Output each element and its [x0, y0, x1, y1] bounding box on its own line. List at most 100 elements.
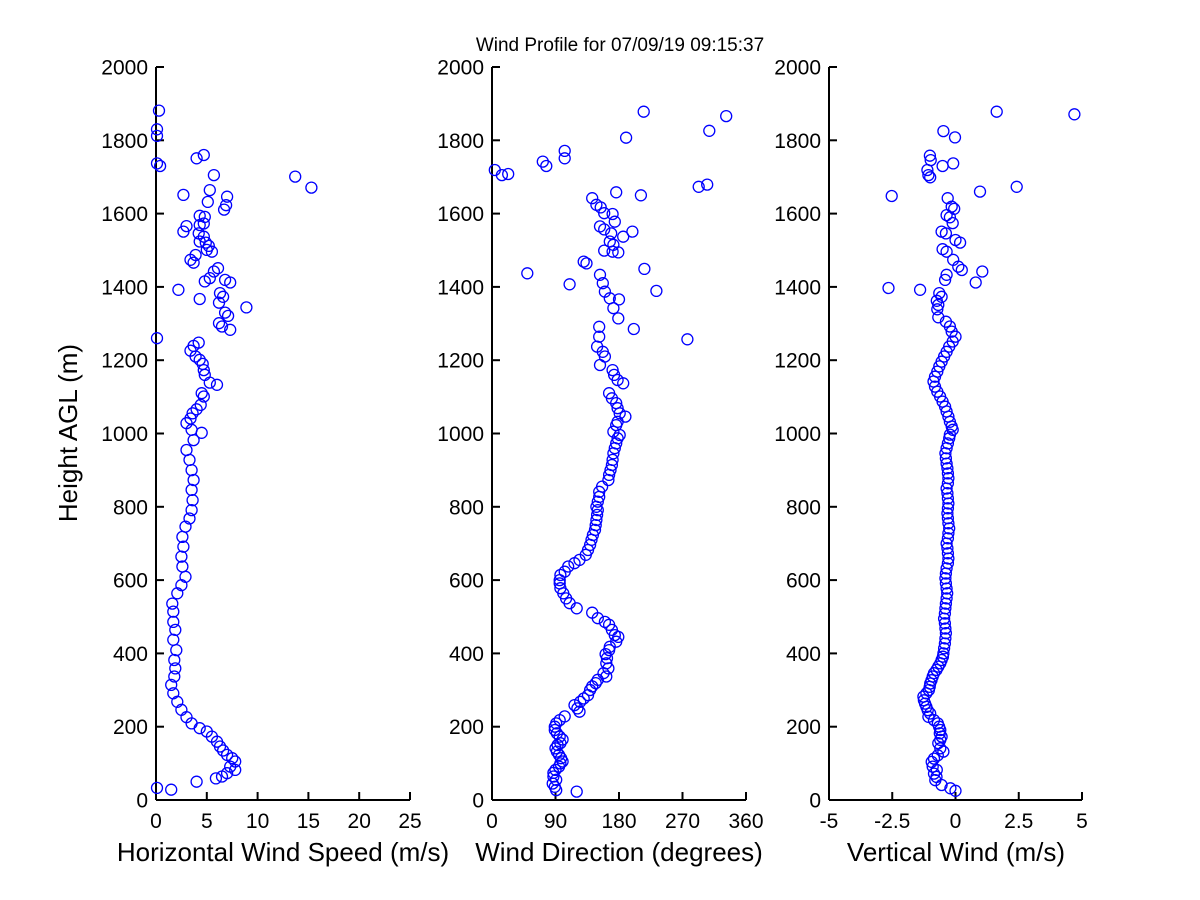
data-point [562, 560, 575, 573]
data-point [612, 312, 625, 325]
data-point [195, 426, 208, 439]
data-point [190, 775, 203, 788]
data-point [932, 737, 945, 750]
data-point [167, 605, 180, 618]
data-point [593, 220, 607, 233]
data-point [207, 265, 221, 278]
data-point [608, 215, 621, 228]
data-point [175, 550, 188, 563]
data-point [189, 248, 202, 262]
data-point [550, 773, 563, 786]
data-point [171, 587, 184, 600]
data-point [922, 168, 935, 182]
xlabel-vertical-wind: Vertical Wind (m/s) [847, 837, 1065, 867]
y-tick-label: 1800 [774, 130, 821, 153]
x-tick-label: 360 [728, 810, 763, 833]
data-point [606, 207, 619, 221]
data-point [540, 159, 553, 173]
y-tick-label: 1400 [101, 276, 148, 299]
data-point [935, 225, 948, 238]
data-point [153, 159, 167, 173]
data-point [598, 244, 611, 257]
data-point [224, 323, 237, 336]
data-point [941, 507, 954, 520]
y-tick-label: 200 [786, 716, 821, 739]
data-point [976, 265, 989, 278]
data-point [521, 267, 534, 280]
data-point [167, 633, 180, 646]
y-tick-label: 1600 [101, 203, 148, 226]
data-point [940, 562, 953, 575]
data-point [948, 202, 961, 215]
data-point [605, 458, 619, 472]
data-point [941, 462, 954, 475]
x-tick-label: -5 [820, 810, 839, 833]
data-point [165, 678, 178, 692]
data-point [941, 547, 955, 560]
data-point [917, 694, 931, 707]
data-point [606, 453, 619, 467]
data-point [571, 702, 584, 715]
data-point [927, 767, 941, 780]
data-point [612, 293, 626, 306]
data-point [637, 105, 650, 118]
data-point [186, 407, 199, 420]
data-point [941, 542, 954, 555]
data-point [590, 513, 603, 527]
data-point [210, 378, 224, 391]
data-point [229, 755, 242, 768]
data-point [168, 653, 181, 667]
data-point [192, 227, 205, 240]
data-point [180, 219, 193, 233]
data-point [170, 643, 183, 657]
x-tick-label: 25 [398, 810, 421, 833]
x-tick-label: 0 [486, 810, 498, 833]
data-point [502, 167, 515, 181]
data-point [220, 767, 234, 780]
data-point [167, 687, 180, 700]
data-point [212, 317, 226, 330]
data-point [218, 306, 232, 319]
data-point [619, 131, 633, 144]
data-point [650, 284, 663, 298]
data-point [610, 437, 623, 450]
data-point [177, 540, 190, 553]
data-point [941, 502, 955, 515]
scatter-points-vertical-wind [882, 105, 1081, 797]
data-point [603, 235, 616, 248]
data-point [586, 192, 599, 205]
y-tick-label: 400 [449, 643, 484, 666]
data-point [973, 185, 987, 198]
data-point [927, 667, 941, 680]
data-point [627, 322, 640, 336]
y-tick-label: 200 [449, 716, 484, 739]
data-point [198, 210, 211, 224]
data-point [548, 723, 561, 737]
y-tick-label: 2000 [101, 57, 148, 80]
data-point [944, 782, 957, 795]
data-point [882, 281, 895, 295]
data-point [588, 523, 602, 537]
x-tick-label: 15 [297, 810, 320, 833]
data-point [596, 277, 609, 290]
data-point [289, 170, 302, 183]
data-point [305, 181, 318, 194]
data-point [932, 660, 945, 673]
data-point [925, 755, 938, 769]
data-point [924, 171, 937, 184]
data-point [177, 188, 190, 202]
data-point [194, 398, 207, 412]
data-point [938, 617, 952, 630]
data-point [590, 508, 604, 522]
data-point [197, 390, 210, 403]
data-point [607, 368, 621, 382]
data-point [193, 722, 206, 735]
data-point [931, 365, 944, 378]
y-tick-label: 800 [113, 496, 148, 519]
data-point [928, 380, 942, 393]
data-point [938, 273, 952, 287]
y-tick-label: 1000 [437, 423, 484, 446]
data-point [190, 152, 203, 165]
